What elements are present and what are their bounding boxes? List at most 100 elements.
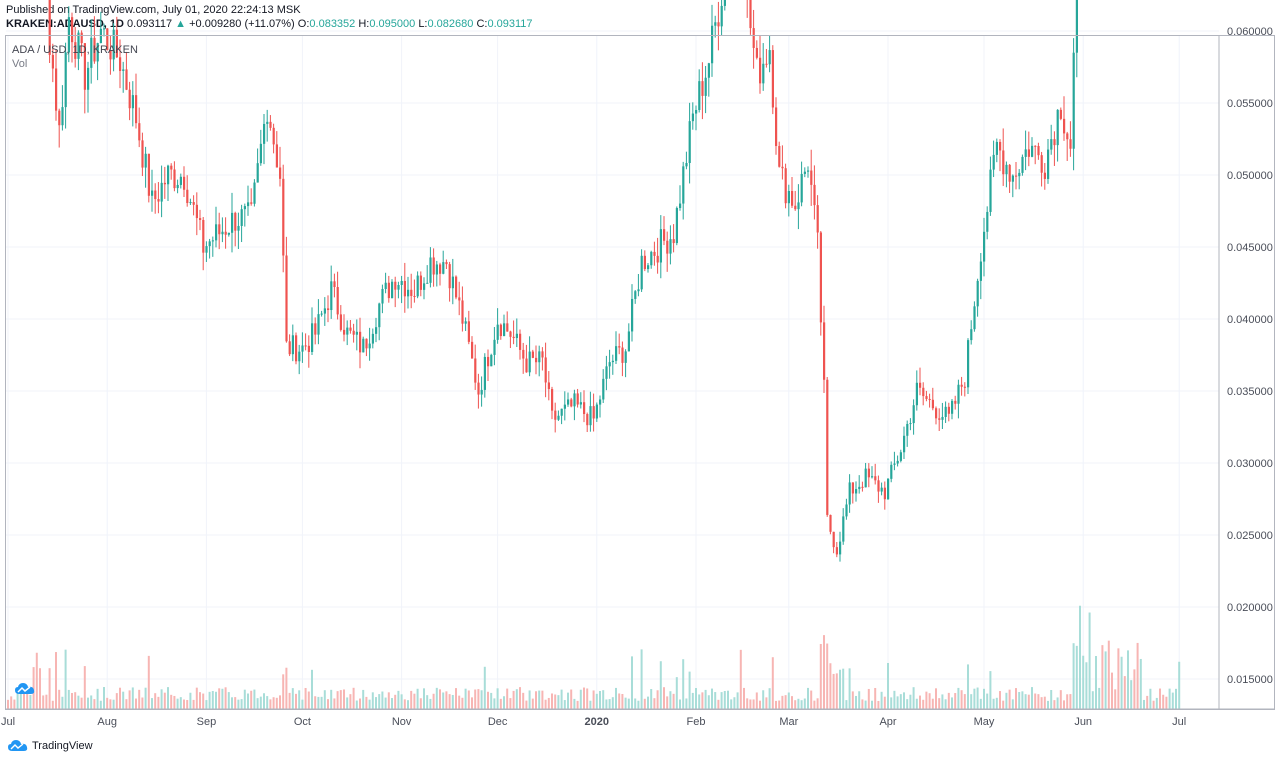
candle-body[interactable] <box>570 399 573 407</box>
candle-body[interactable] <box>266 121 269 124</box>
candle-body[interactable] <box>375 327 378 334</box>
candle-body[interactable] <box>871 476 874 478</box>
candle-body[interactable] <box>202 219 205 253</box>
candle-body[interactable] <box>519 333 522 350</box>
candle-body[interactable] <box>215 224 218 241</box>
candle-body[interactable] <box>301 345 304 352</box>
candle-body[interactable] <box>579 402 582 405</box>
candle-body[interactable] <box>611 360 614 363</box>
candle-body[interactable] <box>138 123 141 141</box>
candle-body[interactable] <box>1047 149 1050 179</box>
candle-body[interactable] <box>330 281 333 311</box>
candle-body[interactable] <box>890 464 893 479</box>
candle-body[interactable] <box>109 49 112 60</box>
candle-body[interactable] <box>64 52 67 108</box>
candle-body[interactable] <box>839 541 842 555</box>
candle-body[interactable] <box>669 239 672 254</box>
candle-body[interactable] <box>957 384 960 404</box>
candle-body[interactable] <box>691 113 694 122</box>
candle-body[interactable] <box>403 280 406 297</box>
candle-body[interactable] <box>170 165 173 170</box>
candle-body[interactable] <box>935 408 938 419</box>
candle-body[interactable] <box>176 184 179 189</box>
candle-body[interactable] <box>1018 172 1021 177</box>
candle-body[interactable] <box>71 17 74 43</box>
candle-body[interactable] <box>576 393 579 405</box>
candle-body[interactable] <box>381 288 384 304</box>
candle-body[interactable] <box>307 345 310 352</box>
candle-body[interactable] <box>989 169 992 212</box>
candle-body[interactable] <box>336 287 339 315</box>
candle-body[interactable] <box>1005 164 1008 175</box>
candle-body[interactable] <box>778 146 781 167</box>
candle-body[interactable] <box>538 351 541 363</box>
candle-body[interactable] <box>493 339 496 355</box>
candle-body[interactable] <box>384 282 387 289</box>
candle-body[interactable] <box>842 516 845 542</box>
candle-body[interactable] <box>320 313 323 315</box>
candle-body[interactable] <box>151 190 154 196</box>
candle-body[interactable] <box>765 63 768 65</box>
candle-body[interactable] <box>554 410 557 420</box>
candle-body[interactable] <box>711 25 714 64</box>
candle-body[interactable] <box>327 308 330 311</box>
candle-body[interactable] <box>586 414 589 426</box>
candle-body[interactable] <box>205 246 208 253</box>
candle-body[interactable] <box>768 50 771 65</box>
candle-body[interactable] <box>835 547 838 555</box>
candle-body[interactable] <box>755 47 758 58</box>
candle-body[interactable] <box>93 37 96 62</box>
candle-body[interactable] <box>832 531 835 548</box>
candle-body[interactable] <box>483 356 486 390</box>
candle-body[interactable] <box>103 28 106 30</box>
candle-body[interactable] <box>282 178 285 256</box>
candle-body[interactable] <box>234 212 237 231</box>
candle-body[interactable] <box>816 205 819 233</box>
candle-body[interactable] <box>106 28 109 50</box>
candle-body[interactable] <box>797 202 800 210</box>
candle-body[interactable] <box>759 57 762 84</box>
candle-body[interactable] <box>490 354 493 367</box>
candle-body[interactable] <box>851 482 854 494</box>
candle-body[interactable] <box>496 324 499 340</box>
candle-body[interactable] <box>698 81 701 111</box>
candle-body[interactable] <box>573 393 576 407</box>
candle-body[interactable] <box>995 141 998 155</box>
candle-body[interactable] <box>125 69 128 90</box>
candle-body[interactable] <box>659 229 662 263</box>
candle-body[interactable] <box>67 17 70 53</box>
candle-body[interactable] <box>163 182 166 185</box>
candle-body[interactable] <box>986 211 989 232</box>
candle-body[interactable] <box>605 366 608 379</box>
candle-body[interactable] <box>263 123 266 144</box>
candle-body[interactable] <box>1075 0 1078 53</box>
candle-body[interactable] <box>1021 156 1024 173</box>
candle-body[interactable] <box>634 291 637 299</box>
candle-body[interactable] <box>775 107 778 147</box>
candle-body[interactable] <box>467 321 470 342</box>
candle-body[interactable] <box>563 404 566 409</box>
candle-body[interactable] <box>90 37 93 68</box>
candle-body[interactable] <box>899 452 902 461</box>
candle-body[interactable] <box>560 408 563 416</box>
candle-body[interactable] <box>400 280 403 285</box>
candle-body[interactable] <box>304 345 307 347</box>
candle-body[interactable] <box>589 406 592 426</box>
candle-body[interactable] <box>551 389 554 411</box>
candle-body[interactable] <box>269 121 272 128</box>
time-axis[interactable]: Jul Aug Sep Oct Nov Dec 2020 Feb Mar Apr May Jun Jul <box>1 716 1186 728</box>
candle-body[interactable] <box>544 357 547 383</box>
candle-body[interactable] <box>656 255 659 263</box>
candle-body[interactable] <box>179 176 182 185</box>
candle-body[interactable] <box>80 32 83 44</box>
candle-body[interactable] <box>912 405 915 424</box>
candle-body[interactable] <box>867 468 870 478</box>
candle-body[interactable] <box>941 416 944 420</box>
candle-body[interactable] <box>464 321 467 324</box>
candle-body[interactable] <box>426 282 429 284</box>
candle-body[interactable] <box>371 333 374 344</box>
candle-body[interactable] <box>637 289 640 292</box>
candle-body[interactable] <box>599 399 602 405</box>
candle-body[interactable] <box>1024 149 1027 157</box>
candle-body[interactable] <box>896 460 899 464</box>
